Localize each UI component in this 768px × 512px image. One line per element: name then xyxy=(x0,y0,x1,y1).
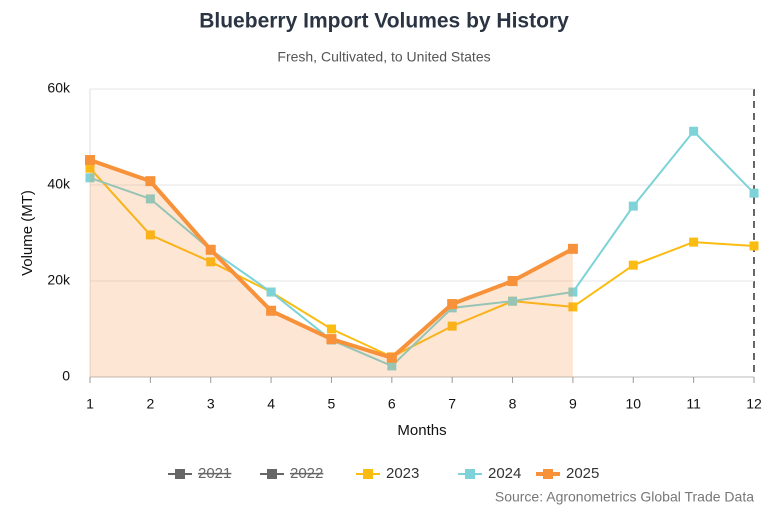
point xyxy=(326,324,336,334)
x-tick-label: 9 xyxy=(569,396,577,412)
point xyxy=(568,302,578,312)
point xyxy=(145,176,156,187)
legend-label[interactable]: 2023 xyxy=(386,465,419,482)
point xyxy=(749,241,759,251)
y-tick-label: 20k xyxy=(47,272,71,288)
x-tick-label: 8 xyxy=(509,396,517,412)
x-tick-label: 7 xyxy=(448,396,456,412)
point xyxy=(205,244,216,255)
y-tick-label: 40k xyxy=(47,176,71,192)
x-axis-title: Months xyxy=(397,422,446,439)
source: Source: Agronometrics Global Trade Data xyxy=(495,489,754,505)
chart-title: Blueberry Import Volumes by History xyxy=(199,10,569,33)
point xyxy=(447,299,458,310)
point xyxy=(507,276,518,286)
legend-marker xyxy=(175,469,185,479)
x-tick-label: 2 xyxy=(146,396,154,412)
legend-marker xyxy=(267,469,277,479)
legend-marker xyxy=(465,469,475,479)
point xyxy=(386,352,397,363)
legend-marker xyxy=(363,469,373,479)
point xyxy=(628,260,638,270)
y-tick-label: 0 xyxy=(62,368,70,384)
x-tick-label: 6 xyxy=(388,396,396,412)
x-tick-label: 11 xyxy=(686,396,701,412)
x-tick-label: 10 xyxy=(625,396,641,412)
point xyxy=(508,296,518,306)
point xyxy=(689,237,699,247)
point xyxy=(447,321,457,331)
point xyxy=(85,173,95,183)
point xyxy=(206,257,216,267)
point xyxy=(628,201,638,211)
point xyxy=(568,287,578,297)
chart-subtitle: Fresh, Cultivated, to United States xyxy=(277,49,490,65)
point xyxy=(567,243,578,254)
point xyxy=(85,163,95,173)
y-axis-title: Volume (MT) xyxy=(19,190,36,276)
x-tick-label: 12 xyxy=(746,396,762,412)
legend-label[interactable]: 2025 xyxy=(566,465,599,482)
legend-label[interactable]: 2022 xyxy=(290,465,323,482)
point xyxy=(145,230,155,240)
point xyxy=(266,287,276,297)
legend-label[interactable]: 2024 xyxy=(488,465,521,482)
point xyxy=(145,194,155,204)
point xyxy=(326,334,337,345)
legend-marker xyxy=(543,469,553,479)
point xyxy=(266,305,277,316)
x-tick-label: 3 xyxy=(207,396,215,412)
y-tick-label: 60k xyxy=(47,80,71,96)
area xyxy=(90,160,573,377)
point xyxy=(749,188,759,198)
point xyxy=(85,155,95,166)
x-tick-label: 1 xyxy=(86,396,94,412)
series-line xyxy=(89,167,755,358)
x-tick-label: 4 xyxy=(267,396,275,412)
point xyxy=(689,126,699,136)
legend-label[interactable]: 2021 xyxy=(198,465,231,482)
x-tick-label: 5 xyxy=(328,396,336,412)
point xyxy=(387,361,397,371)
